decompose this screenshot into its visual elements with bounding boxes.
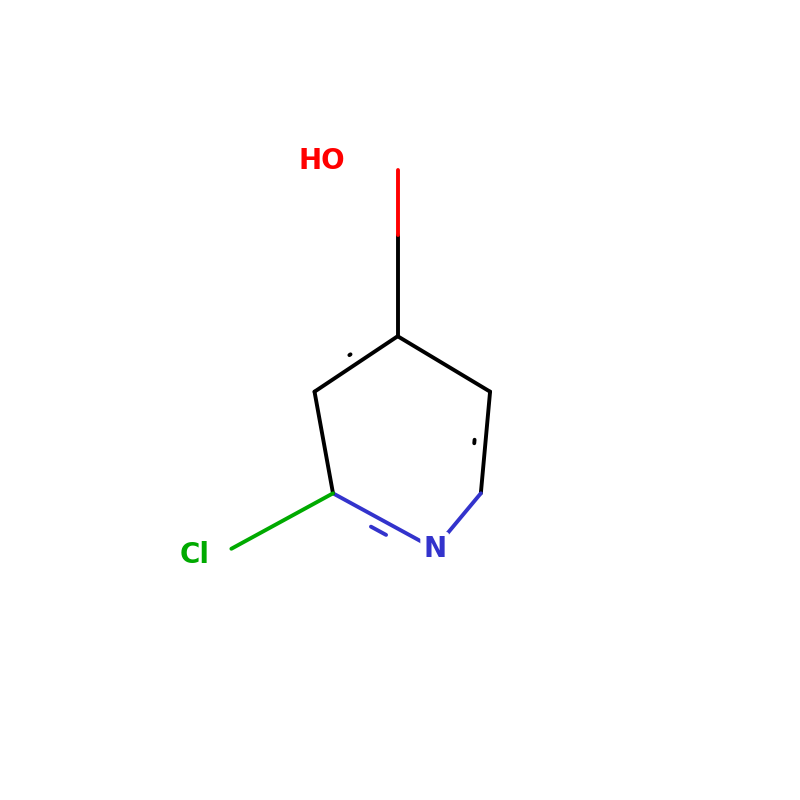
Text: Cl: Cl bbox=[180, 541, 210, 569]
Text: HO: HO bbox=[298, 146, 346, 174]
Text: N: N bbox=[423, 534, 446, 562]
